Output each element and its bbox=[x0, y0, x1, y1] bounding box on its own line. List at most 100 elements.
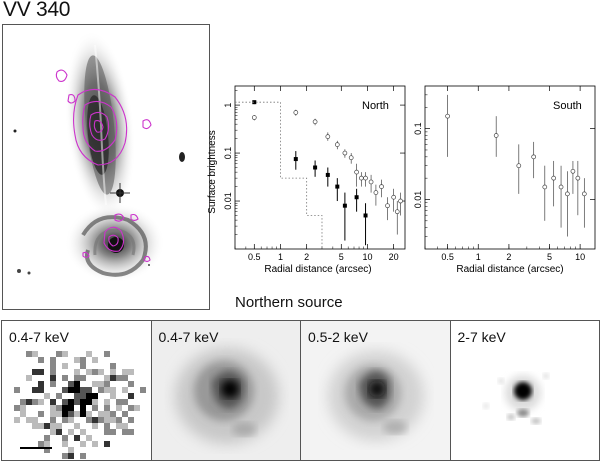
x-tick-label: 1 bbox=[278, 252, 283, 262]
data-point bbox=[251, 115, 257, 120]
count-pixel bbox=[104, 417, 110, 423]
xray-panel-raw: 0.4-7 keV bbox=[2, 321, 152, 460]
count-pixel bbox=[80, 429, 86, 435]
count-pixel bbox=[62, 453, 68, 459]
smoothed-soft-image bbox=[301, 321, 450, 460]
data-point bbox=[363, 175, 368, 181]
count-pixel bbox=[128, 369, 134, 375]
count-pixel bbox=[26, 375, 32, 381]
count-pixel bbox=[56, 429, 62, 435]
count-pixel bbox=[92, 417, 98, 423]
south-xlabel: Radial distance (arcsec) bbox=[456, 264, 563, 275]
xray-panel-soft: 0.5-2 keV bbox=[301, 321, 451, 460]
count-pixel bbox=[86, 399, 92, 405]
data-point bbox=[391, 194, 397, 200]
count-pixel bbox=[86, 411, 92, 417]
count-pixel bbox=[50, 399, 56, 405]
energy-band-label: 0.4-7 keV bbox=[9, 329, 69, 345]
count-pixel bbox=[38, 387, 44, 393]
count-pixel bbox=[116, 423, 122, 429]
count-pixel bbox=[26, 417, 32, 423]
count-pixel bbox=[110, 363, 116, 369]
count-pixel bbox=[74, 393, 80, 399]
x-tick-label: 10 bbox=[575, 252, 585, 262]
smoothed-broad-image bbox=[151, 321, 301, 460]
count-pixel bbox=[104, 423, 110, 429]
northern-galaxy bbox=[64, 30, 136, 220]
count-pixel bbox=[38, 423, 44, 429]
count-pixel bbox=[62, 363, 68, 369]
count-pixel bbox=[68, 447, 74, 453]
section-subtitle: Northern source bbox=[235, 294, 343, 311]
south-profile-chart: South Radial distance (arcsec) 0.5 1 2 5 10 … bbox=[413, 85, 596, 275]
count-pixel bbox=[80, 405, 86, 411]
count-pixel bbox=[92, 393, 98, 399]
count-pixel bbox=[134, 405, 140, 411]
count-pixel bbox=[62, 387, 68, 393]
count-pixel bbox=[98, 387, 104, 393]
count-pixel bbox=[74, 357, 80, 363]
count-pixel bbox=[86, 393, 92, 399]
count-pixel bbox=[104, 429, 110, 435]
count-pixel bbox=[104, 381, 110, 387]
count-pixel bbox=[50, 381, 56, 387]
x-tick-label: 0.5 bbox=[441, 252, 454, 262]
count-pixel bbox=[98, 381, 104, 387]
data-point bbox=[312, 119, 318, 125]
count-pixel bbox=[32, 399, 38, 405]
data-point bbox=[445, 113, 450, 119]
xray-panel-broad: 0.4-7 keV bbox=[151, 321, 301, 460]
count-pixel bbox=[50, 369, 56, 375]
count-pixel bbox=[92, 405, 98, 411]
count-pixel bbox=[80, 441, 86, 447]
data-point bbox=[363, 213, 368, 218]
data-point bbox=[342, 150, 348, 156]
count-pixel bbox=[92, 423, 98, 429]
count-pixel bbox=[116, 375, 122, 381]
count-pixel bbox=[62, 441, 68, 447]
south-data-points bbox=[445, 94, 587, 237]
data-point bbox=[342, 203, 347, 208]
count-pixel bbox=[80, 399, 86, 405]
count-pixel bbox=[38, 357, 44, 363]
count-pixel bbox=[104, 411, 110, 417]
count-pixel bbox=[80, 357, 86, 363]
count-pixel bbox=[98, 411, 104, 417]
count-pixel bbox=[44, 435, 50, 441]
southern-galaxy bbox=[65, 203, 165, 283]
count-pixel bbox=[62, 405, 68, 411]
x-tick-label: 20 bbox=[389, 252, 399, 262]
count-pixel bbox=[56, 423, 62, 429]
count-pixel bbox=[26, 351, 32, 357]
count-pixel bbox=[122, 399, 128, 405]
count-pixel bbox=[68, 417, 74, 423]
count-pixel bbox=[62, 417, 68, 423]
count-pixel bbox=[62, 399, 68, 405]
count-pixel bbox=[128, 381, 134, 387]
count-pixel bbox=[140, 387, 146, 393]
count-pixel bbox=[38, 441, 44, 447]
count-pixel bbox=[56, 393, 62, 399]
data-point bbox=[293, 110, 299, 115]
count-pixel bbox=[92, 381, 98, 387]
count-pixel bbox=[110, 387, 116, 393]
data-point bbox=[334, 142, 340, 147]
count-pixel bbox=[50, 357, 56, 363]
data-point bbox=[325, 134, 331, 139]
count-pixel bbox=[80, 393, 86, 399]
count-pixel bbox=[56, 411, 62, 417]
count-pixel bbox=[122, 387, 128, 393]
count-pixel bbox=[74, 387, 80, 393]
count-pixel bbox=[122, 429, 128, 435]
x-tick-label: 0.5 bbox=[248, 252, 261, 262]
data-point bbox=[516, 163, 522, 169]
count-pixel bbox=[74, 381, 80, 387]
data-point bbox=[565, 191, 570, 197]
y-tick-label: 0.01 bbox=[413, 191, 423, 209]
data-point bbox=[293, 157, 298, 162]
count-pixel bbox=[50, 363, 56, 369]
data-point bbox=[398, 198, 403, 204]
count-pixel bbox=[80, 411, 86, 417]
data-point bbox=[558, 184, 564, 190]
raw-counts-image bbox=[14, 351, 146, 459]
